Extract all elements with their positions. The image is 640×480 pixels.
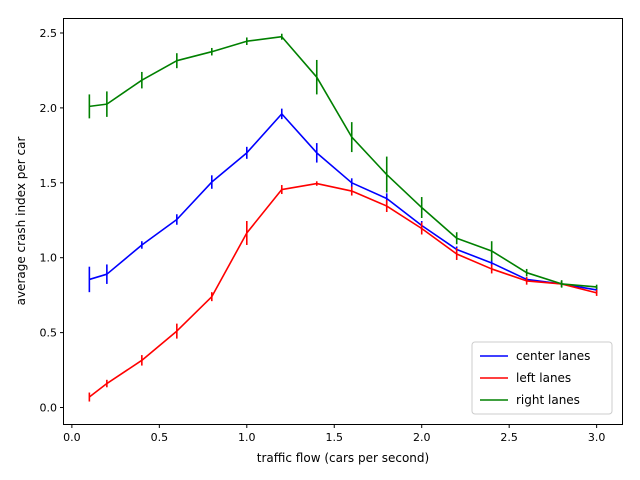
- x-tick-label: 2.0: [413, 431, 431, 444]
- y-tick-label: 2.0: [40, 102, 58, 115]
- y-tick-label: 0.5: [40, 327, 58, 340]
- series-left-lanes: [88, 181, 598, 402]
- legend-label: left lanes: [516, 371, 571, 385]
- x-tick-label: 3.0: [588, 431, 606, 444]
- legend-label: center lanes: [516, 349, 590, 363]
- x-axis: 0.0 0.5 1.0 1.5 2.0 2.5 3.0: [63, 424, 605, 444]
- y-tick-label: 0.0: [40, 402, 58, 415]
- y-axis-label: average crash index per car: [14, 137, 28, 306]
- series-center-lanes: [88, 108, 598, 293]
- legend: center lanes left lanes right lanes: [471, 341, 613, 415]
- series-line-center-lanes: [89, 113, 597, 291]
- series-line-left-lanes: [88, 182, 597, 398]
- x-tick-label: 1.0: [238, 431, 256, 444]
- x-tick-label: 0.0: [63, 431, 81, 444]
- series-right-lanes: [88, 33, 598, 290]
- y-tick-label: 1.5: [40, 177, 58, 190]
- y-tick-label: 2.5: [40, 27, 58, 40]
- plot-area: [88, 33, 598, 402]
- x-axis-label: traffic flow (cars per second): [257, 451, 429, 465]
- series-line-right-lanes: [89, 35, 597, 288]
- x-tick-label: 2.5: [500, 431, 518, 444]
- y-tick-label: 1.0: [40, 252, 58, 265]
- x-tick-label: 0.5: [151, 431, 169, 444]
- y-axis: 0.0 0.5 1.0 1.5 2.0 2.5: [40, 27, 64, 415]
- axes-frame: [63, 18, 623, 425]
- x-tick-label: 1.5: [326, 431, 344, 444]
- legend-label: right lanes: [516, 393, 580, 407]
- legend-box: [471, 341, 613, 415]
